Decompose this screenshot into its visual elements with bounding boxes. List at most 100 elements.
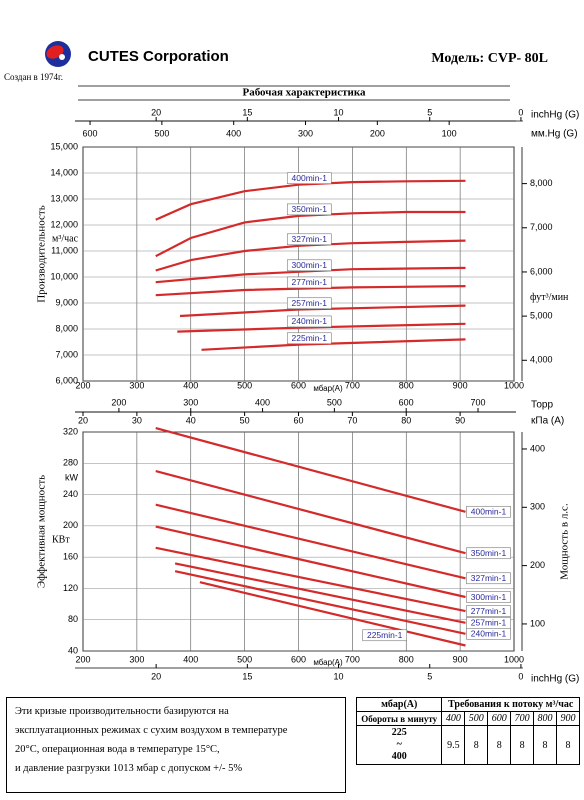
flow-cell: 8 <box>555 725 581 765</box>
secondary-tick-label: 5 <box>427 107 432 117</box>
series-label-box <box>286 315 332 328</box>
x-tick-label: 700 <box>345 654 360 664</box>
series-label: 300min-1 <box>471 592 507 602</box>
y-tick-label: 240 <box>63 489 78 499</box>
series-label-box <box>362 629 408 642</box>
secondary-axis-label: Торр <box>531 400 553 411</box>
y-axis-unit: КВт <box>52 534 70 545</box>
secondary-tick-label: 15 <box>242 671 252 681</box>
note-line: и давление разгрузки 1013 мбар с допуско… <box>15 763 243 774</box>
series-label-box <box>466 591 511 603</box>
series-line <box>174 562 466 624</box>
x-tick-label: 900 <box>453 654 468 664</box>
secondary-tick-label: 20 <box>151 107 161 117</box>
rpm-cell: 400 <box>441 711 466 726</box>
table-title: Требования к потоку м³/час <box>441 697 580 712</box>
y-tick-label: 10,000 <box>50 271 78 281</box>
x-tick-label: 200 <box>75 654 90 664</box>
y2-tick-label: 4,000 <box>530 355 553 365</box>
secondary-tick-label: 40 <box>186 415 196 425</box>
secondary-tick-label: 0 <box>518 671 523 681</box>
x-tick-label: 800 <box>399 654 414 664</box>
y2-tick-label: 300 <box>530 502 545 512</box>
series-label: 240min-1 <box>471 629 507 639</box>
secondary-axis-label: inchHg (G) <box>531 674 579 685</box>
y-axis-unit: м³/час <box>52 233 79 244</box>
secondary-tick-label: 200 <box>370 128 385 138</box>
y2-axis-label: Мощность в л.с. <box>559 503 571 580</box>
series-label: 277min-1 <box>292 277 328 287</box>
y-tick-label: 12,000 <box>50 219 78 229</box>
x-tick-label: 600 <box>291 380 306 390</box>
range-text: 400 <box>391 751 407 762</box>
company-name: CUTES Corporation <box>88 48 229 65</box>
secondary-axis-label: inchHg (G) <box>531 110 579 121</box>
model: Модель: CVP- 80L <box>431 51 548 66</box>
y2-tick-label: 6,000 <box>530 266 553 276</box>
x-tick-label: 500 <box>237 380 252 390</box>
x-tick-label: 500 <box>237 654 252 664</box>
y-tick-label: 8,000 <box>55 323 78 333</box>
series-label-box <box>466 627 511 640</box>
series-line <box>174 570 466 635</box>
series-line <box>155 285 466 297</box>
rpm-cell: 600 <box>487 711 512 726</box>
x-tick-label: 900 <box>453 380 468 390</box>
note-line: 20°С, операционная вода в температуре 15… <box>15 744 220 755</box>
footer: Эти кризые производительности базируются… <box>0 695 584 800</box>
note-line: Эти кризые производительности базируются… <box>15 706 229 717</box>
founded: Создан в 1974г. <box>4 72 63 82</box>
secondary-tick-label: 80 <box>401 415 411 425</box>
series-label-box <box>286 259 332 272</box>
series-label: 300min-1 <box>292 260 328 270</box>
secondary-tick-label: 600 <box>83 128 98 138</box>
series-label: 350min-1 <box>292 204 328 214</box>
y2-tick-label: 200 <box>530 560 545 570</box>
y-tick-label: 200 <box>63 520 78 530</box>
x-tick-label: 200 <box>75 380 90 390</box>
x-tick-label: 300 <box>129 380 144 390</box>
secondary-tick-label: 15 <box>242 107 252 117</box>
secondary-tick-label: 500 <box>327 397 342 407</box>
secondary-axis-label: кПа (A) <box>531 416 564 427</box>
x-axis-label: мбар(A) <box>313 384 343 393</box>
secondary-tick-label: 20 <box>78 415 88 425</box>
series-label-box <box>466 505 511 518</box>
y-tick-label: 11,000 <box>51 245 78 255</box>
secondary-tick-label: 10 <box>334 671 344 681</box>
x-tick-label: 600 <box>291 654 306 664</box>
secondary-tick-label: 400 <box>255 397 270 407</box>
secondary-tick-label: 700 <box>471 397 486 407</box>
series-label: 225min-1 <box>292 333 328 343</box>
series-line <box>201 338 466 351</box>
series-line <box>155 427 466 513</box>
series-line <box>179 304 466 318</box>
logo <box>45 41 71 67</box>
series-label-box <box>286 297 332 310</box>
series-label: 240min-1 <box>292 316 328 326</box>
range-text: 225 <box>391 727 407 738</box>
flow-cell: 8 <box>533 725 557 765</box>
series-line <box>155 210 466 258</box>
series-line <box>155 179 466 221</box>
y-tick-label: 14,000 <box>50 167 78 177</box>
flow-cell: 9.5 <box>441 725 466 765</box>
y-tick-label: 320 <box>63 426 78 436</box>
series-line <box>155 525 466 599</box>
y-tick-label: 120 <box>63 583 78 593</box>
series-label-box <box>466 572 511 585</box>
series-line <box>177 322 466 333</box>
y-axis-label: Производительность <box>36 205 48 303</box>
y2-axis-label: фут³/мин <box>530 292 569 303</box>
secondary-tick-label: 10 <box>334 107 344 117</box>
secondary-tick-label: 0 <box>518 107 523 117</box>
series-line <box>155 470 466 555</box>
y2-tick-label: 7,000 <box>530 222 553 232</box>
x-tick-label: 300 <box>129 654 144 664</box>
series-label: 400min-1 <box>471 507 507 517</box>
flow-cell: 8 <box>487 725 512 765</box>
series-label: 327min-1 <box>292 234 328 244</box>
table-corner: мбар(A) <box>355 697 443 712</box>
series-label-box <box>286 172 332 184</box>
